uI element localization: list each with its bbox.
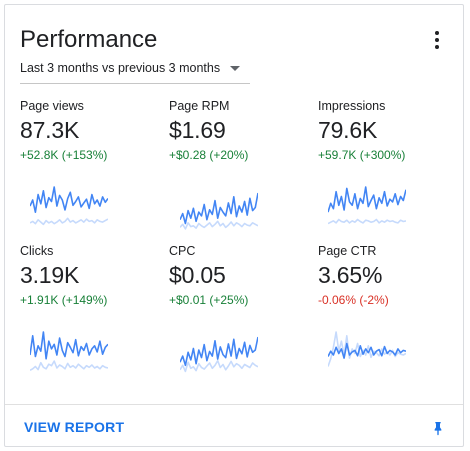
sparkline-current-series: [328, 186, 406, 213]
sparkline-clicks: [30, 331, 108, 371]
sparkline-current-series: [180, 336, 258, 367]
metric-change: -0.06% (-2%): [318, 293, 389, 307]
metric-value: 3.65%: [318, 262, 383, 288]
sparkline-previous-series: [30, 217, 108, 226]
sparkline-page-rpm: [180, 192, 258, 230]
metric-page-views: Page views 87.3K +52.8K (+153%): [20, 99, 160, 162]
sparkline-previous-series: [180, 220, 258, 230]
metric-label: Clicks: [20, 244, 54, 258]
metric-value: 3.19K: [20, 262, 80, 288]
footer-divider: [5, 404, 463, 405]
metric-clicks: Clicks 3.19K +1.91K (+149%): [20, 244, 160, 307]
sparkline-impressions: [328, 186, 406, 225]
sparkline-previous-series: [328, 218, 406, 225]
performance-card: Performance Last 3 months vs previous 3 …: [4, 4, 464, 447]
metric-label: Impressions: [318, 99, 386, 113]
metric-value: 87.3K: [20, 117, 80, 143]
metric-cpc: CPC $0.05 +$0.01 (+25%): [169, 244, 309, 307]
sparkline-page-ctr: [328, 331, 406, 367]
sparkline-cpc: [180, 336, 258, 373]
more-vert-icon[interactable]: [429, 29, 445, 53]
metric-label: Page views: [20, 99, 84, 113]
metric-value: $0.05: [169, 262, 226, 288]
metric-page-rpm: Page RPM $1.69 +$0.28 (+20%): [169, 99, 309, 162]
pin-icon[interactable]: [430, 418, 446, 438]
sparkline-current-series: [180, 192, 258, 225]
sparkline-page-views: [30, 186, 108, 226]
card-title: Performance: [20, 26, 158, 53]
metric-change: +1.91K (+149%): [20, 293, 108, 307]
sparkline-previous-series: [30, 360, 108, 371]
sparkline-current-series: [328, 342, 406, 359]
metric-value: $1.69: [169, 117, 226, 143]
sparkline-previous-series: [180, 359, 258, 373]
sparkline-current-series: [30, 186, 108, 214]
metric-label: Page RPM: [169, 99, 230, 113]
metric-change: +52.8K (+153%): [20, 148, 108, 162]
metric-change: +59.7K (+300%): [318, 148, 406, 162]
dropdown-caret-icon: [230, 65, 241, 71]
period-underline: [20, 83, 250, 84]
sparkline-current-series: [30, 331, 108, 360]
period-selector[interactable]: Last 3 months vs previous 3 months: [20, 61, 241, 75]
sparkline-previous-series: [328, 331, 406, 367]
metric-change: +$0.28 (+20%): [169, 148, 249, 162]
metric-label: Page CTR: [318, 244, 377, 258]
view-report-link[interactable]: VIEW REPORT: [24, 419, 125, 435]
metric-value: 79.6K: [318, 117, 378, 143]
metric-impressions: Impressions 79.6K +59.7K (+300%): [318, 99, 458, 162]
metric-label: CPC: [169, 244, 196, 258]
metric-page-ctr: Page CTR 3.65% -0.06% (-2%): [318, 244, 458, 307]
metric-change: +$0.01 (+25%): [169, 293, 249, 307]
period-label: Last 3 months vs previous 3 months: [20, 61, 221, 75]
